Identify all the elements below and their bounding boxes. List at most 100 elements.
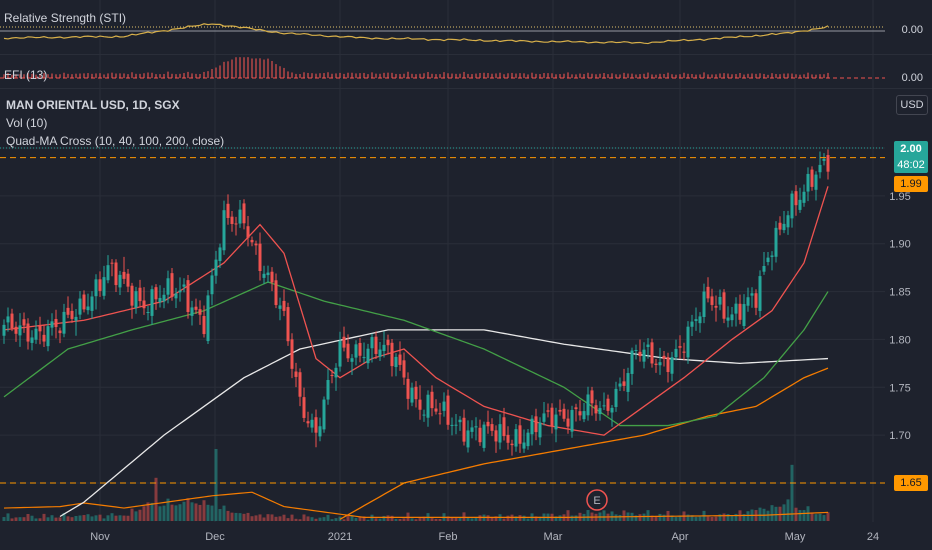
y-tick-label: 1.85 — [889, 287, 910, 299]
efi-bar — [291, 72, 293, 78]
efi-bar — [475, 73, 477, 78]
efi-bar — [811, 74, 813, 78]
candle — [342, 326, 346, 352]
efi-bar — [691, 73, 693, 78]
efi-bar — [787, 73, 789, 78]
volume-bar — [182, 501, 186, 521]
candle-body — [262, 273, 266, 278]
efi-bar — [95, 73, 97, 78]
candle — [502, 407, 506, 441]
candle — [758, 270, 762, 318]
candle-body — [230, 216, 234, 224]
rs-value: 0.00 — [901, 24, 923, 36]
efi-bar — [279, 66, 281, 78]
candle-body — [434, 408, 438, 412]
candle — [394, 353, 398, 377]
candle — [666, 352, 670, 383]
efi-bar — [431, 73, 433, 78]
candle-body — [670, 357, 674, 374]
candle — [150, 285, 154, 325]
rs-label[interactable]: Relative Strength (STI) — [4, 11, 127, 25]
efi-bar — [615, 74, 617, 78]
candle — [242, 199, 246, 230]
candle-body — [270, 271, 274, 283]
candle-body — [282, 300, 286, 311]
candle-body — [178, 290, 182, 293]
candle-body — [238, 209, 242, 224]
volume-bar — [678, 515, 682, 521]
candle-body — [538, 422, 542, 438]
candle-body — [194, 306, 198, 310]
candle — [82, 290, 86, 313]
efi-bar — [807, 72, 809, 78]
volume-label[interactable]: Vol (10) — [6, 116, 48, 130]
candle — [554, 407, 558, 443]
efi-bar — [603, 72, 605, 78]
candle-body — [462, 417, 466, 442]
currency-button[interactable]: USD — [896, 95, 928, 115]
efi-bar — [23, 74, 25, 78]
candle — [430, 385, 434, 417]
volume-bar — [686, 514, 690, 521]
candle — [802, 184, 806, 207]
candle-body — [562, 408, 566, 419]
candle — [810, 166, 814, 191]
volume-bar — [310, 517, 314, 521]
candle — [510, 439, 514, 456]
volume-bar — [694, 517, 698, 521]
candle-body — [514, 429, 518, 447]
candle — [750, 287, 754, 308]
candle-body — [82, 294, 86, 310]
efi-bar — [183, 73, 185, 78]
efi-bar — [743, 74, 745, 78]
efi-bar — [511, 72, 513, 78]
efi-bar — [211, 69, 213, 78]
volume-bar — [422, 516, 426, 521]
candle — [34, 320, 38, 344]
y-tick-label: 1.80 — [889, 334, 910, 346]
efi-bar — [639, 74, 641, 78]
candles — [2, 149, 830, 456]
candle — [814, 171, 818, 201]
volume-bar — [46, 517, 50, 521]
price-axis: 1.95 1.90 1.85 1.80 1.75 1.70 — [889, 191, 910, 442]
volume-bar — [566, 510, 570, 521]
candle — [18, 313, 22, 347]
efi-bar — [699, 74, 701, 78]
candle — [334, 363, 338, 391]
efi-label[interactable]: EFI (13) — [4, 68, 48, 82]
volume-bar — [230, 512, 234, 521]
volume-bar — [178, 504, 182, 521]
volume-bar — [290, 514, 294, 521]
efi-bar — [607, 74, 609, 78]
volume-bar — [506, 515, 510, 521]
x-tick-label: Feb — [439, 531, 458, 543]
candle — [30, 330, 34, 351]
candle-body — [714, 305, 718, 308]
quad-ma-label[interactable]: Quad-MA Cross (10, 40, 100, 200, close) — [6, 134, 225, 148]
efi-bar — [391, 72, 393, 78]
ma40-path — [3, 281, 829, 427]
symbol-title[interactable]: MAN ORIENTAL USD, 1D, SGX — [6, 98, 180, 112]
volume-bar — [146, 502, 150, 521]
candle-body — [338, 340, 342, 367]
candle — [778, 216, 782, 236]
candle — [378, 341, 382, 362]
efi-bar — [463, 71, 465, 78]
candle-body — [378, 349, 382, 357]
efi-bar — [355, 73, 357, 78]
x-tick-label: Mar — [544, 531, 563, 543]
candle — [734, 297, 738, 327]
efi-bar — [711, 74, 713, 78]
efi-bar — [527, 74, 529, 78]
volume-bar — [294, 518, 298, 521]
candle — [154, 284, 158, 310]
efi-bar — [167, 71, 169, 78]
candle-body — [206, 295, 210, 342]
efi-bar — [287, 71, 289, 78]
candle-body — [330, 375, 334, 377]
volume-bar — [330, 519, 334, 521]
efi-bar — [651, 74, 653, 78]
candle — [466, 420, 470, 453]
